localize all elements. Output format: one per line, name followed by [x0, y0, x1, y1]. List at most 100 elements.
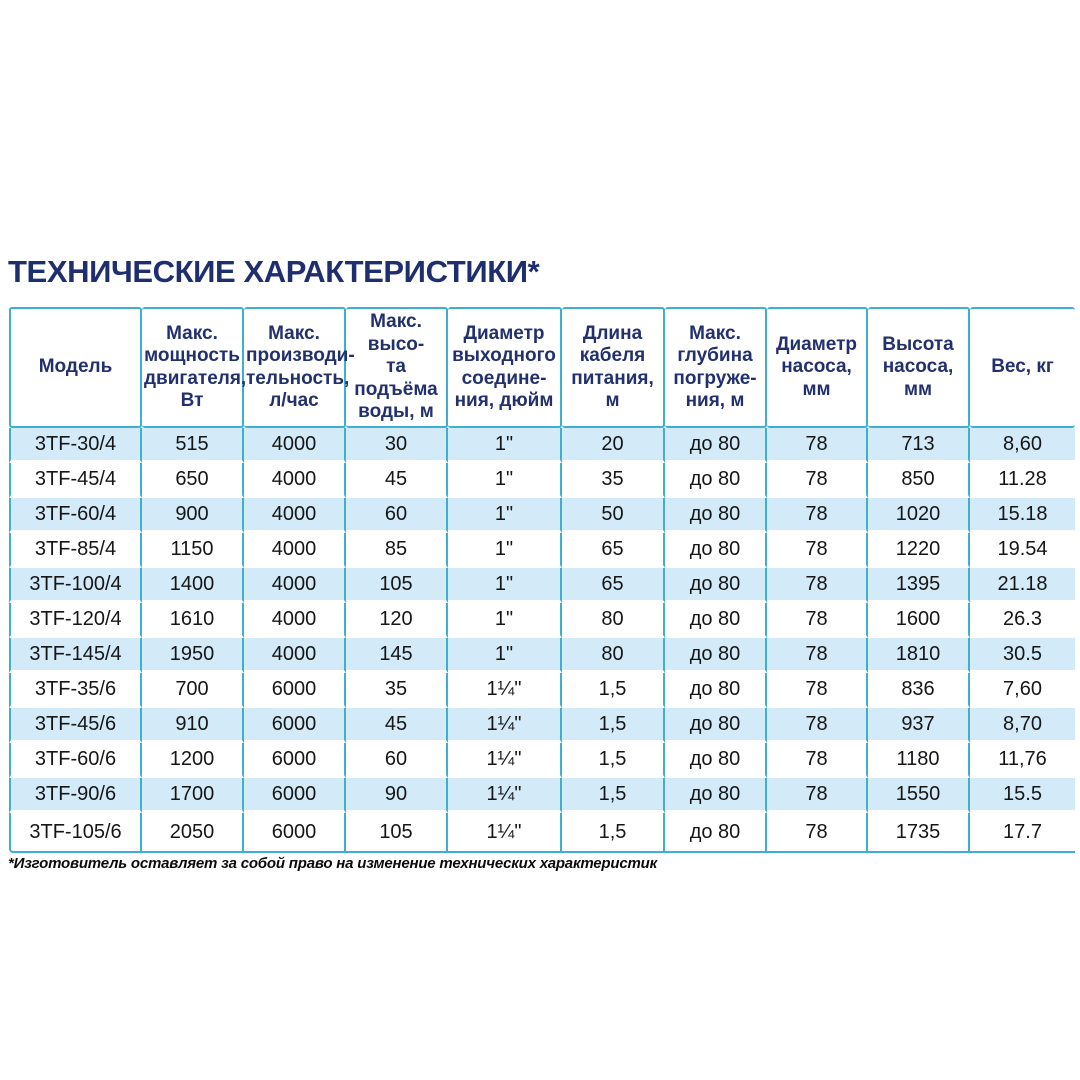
value-cell: 21.18: [970, 568, 1075, 603]
value-cell: 78: [767, 533, 868, 568]
value-cell: до 80: [665, 638, 767, 673]
value-cell: до 80: [665, 603, 767, 638]
value-cell: 900: [142, 498, 244, 533]
value-cell: 1": [448, 498, 562, 533]
value-cell: 17.7: [970, 813, 1075, 853]
value-cell: 6000: [244, 813, 346, 853]
model-cell: 3TF-85/4: [9, 533, 142, 568]
value-cell: 1¼": [448, 708, 562, 743]
value-cell: 1": [448, 428, 562, 463]
value-cell: 6000: [244, 778, 346, 813]
value-cell: 1,5: [562, 778, 665, 813]
value-cell: 65: [562, 533, 665, 568]
value-cell: 1700: [142, 778, 244, 813]
value-cell: 78: [767, 743, 868, 778]
page-title: ТЕХНИЧЕСКИЕ ХАРАКТЕРИСТИКИ*: [8, 254, 540, 289]
value-cell: 78: [767, 603, 868, 638]
value-cell: 78: [767, 708, 868, 743]
value-cell: 35: [346, 673, 448, 708]
value-cell: 65: [562, 568, 665, 603]
value-cell: 1950: [142, 638, 244, 673]
value-cell: 1,5: [562, 743, 665, 778]
value-cell: 1,5: [562, 708, 665, 743]
value-cell: 6000: [244, 743, 346, 778]
value-cell: до 80: [665, 498, 767, 533]
table-row: 3TF-60/6 1200 6000 60 1¼" 1,5 до 80 78 1180 11,76: [9, 743, 1075, 778]
value-cell: 19.54: [970, 533, 1075, 568]
value-cell: 1395: [868, 568, 970, 603]
value-cell: 78: [767, 428, 868, 463]
column-header: Вес, кг: [970, 307, 1075, 428]
value-cell: 1180: [868, 743, 970, 778]
value-cell: 50: [562, 498, 665, 533]
value-cell: до 80: [665, 533, 767, 568]
table-row: 3TF-30/4 515 4000 30 1" 20 до 80 78 713 8,60: [9, 428, 1075, 463]
value-cell: 120: [346, 603, 448, 638]
column-header: Макс. производи- тельность, л/час: [244, 307, 355, 428]
value-cell: 910: [142, 708, 244, 743]
model-cell: 3TF-60/4: [9, 498, 142, 533]
value-cell: 1": [448, 568, 562, 603]
model-cell: 3TF-120/4: [9, 603, 142, 638]
column-header: Макс. глубина погруже- ния, м: [665, 307, 767, 428]
value-cell: 515: [142, 428, 244, 463]
value-cell: 850: [868, 463, 970, 498]
specs-table-body: 3TF-30/4 515 4000 30 1" 20 до 80 78 713 8,60 3TF-4…: [9, 428, 1075, 853]
value-cell: 78: [767, 638, 868, 673]
model-cell: 3TF-60/6: [9, 743, 142, 778]
value-cell: 6000: [244, 673, 346, 708]
value-cell: 937: [868, 708, 970, 743]
column-header: Макс. мощность двигателя, Вт: [142, 307, 246, 428]
value-cell: 4000: [244, 498, 346, 533]
model-cell: 3TF-30/4: [9, 428, 142, 463]
value-cell: 836: [868, 673, 970, 708]
value-cell: до 80: [665, 428, 767, 463]
value-cell: 60: [346, 498, 448, 533]
column-header: Макс. высо- та подъёма воды, м: [346, 307, 448, 428]
value-cell: 30: [346, 428, 448, 463]
value-cell: 15.18: [970, 498, 1075, 533]
value-cell: 1810: [868, 638, 970, 673]
value-cell: 4000: [244, 568, 346, 603]
value-cell: 1020: [868, 498, 970, 533]
model-cell: 3TF-100/4: [9, 568, 142, 603]
value-cell: 6000: [244, 708, 346, 743]
value-cell: 45: [346, 463, 448, 498]
value-cell: 4000: [244, 603, 346, 638]
value-cell: 1¼": [448, 743, 562, 778]
value-cell: 90: [346, 778, 448, 813]
header-row: Модель Макс. мощность двигателя, Вт Макс. …: [9, 307, 1075, 428]
value-cell: 1200: [142, 743, 244, 778]
value-cell: 4000: [244, 533, 346, 568]
value-cell: 26.3: [970, 603, 1075, 638]
value-cell: до 80: [665, 813, 767, 853]
table-row: 3TF-145/4 1950 4000 145 1" 80 до 80 78 1810 30.5: [9, 638, 1075, 673]
value-cell: 20: [562, 428, 665, 463]
table-row: 3TF-45/4 650 4000 45 1" 35 до 80 78 850 11.28: [9, 463, 1075, 498]
value-cell: 1": [448, 533, 562, 568]
value-cell: 11,76: [970, 743, 1075, 778]
value-cell: 1550: [868, 778, 970, 813]
column-header: Модель: [9, 307, 142, 428]
value-cell: 78: [767, 568, 868, 603]
value-cell: до 80: [665, 708, 767, 743]
value-cell: 78: [767, 813, 868, 853]
value-cell: 15.5: [970, 778, 1075, 813]
value-cell: до 80: [665, 568, 767, 603]
value-cell: 1610: [142, 603, 244, 638]
value-cell: 8,70: [970, 708, 1075, 743]
model-cell: 3TF-145/4: [9, 638, 142, 673]
footnote: *Изготовитель оставляет за собой право н…: [8, 855, 658, 872]
model-cell: 3TF-45/4: [9, 463, 142, 498]
value-cell: 713: [868, 428, 970, 463]
table-row: 3TF-100/4 1400 4000 105 1" 65 до 80 78 1395 21.18: [9, 568, 1075, 603]
value-cell: 2050: [142, 813, 244, 853]
value-cell: 85: [346, 533, 448, 568]
value-cell: до 80: [665, 743, 767, 778]
value-cell: 45: [346, 708, 448, 743]
value-cell: 1,5: [562, 813, 665, 853]
value-cell: 7,60: [970, 673, 1075, 708]
value-cell: 8,60: [970, 428, 1075, 463]
value-cell: 1¼": [448, 778, 562, 813]
table-row: 3TF-90/6 1700 6000 90 1¼" 1,5 до 80 78 1550 15.5: [9, 778, 1075, 813]
